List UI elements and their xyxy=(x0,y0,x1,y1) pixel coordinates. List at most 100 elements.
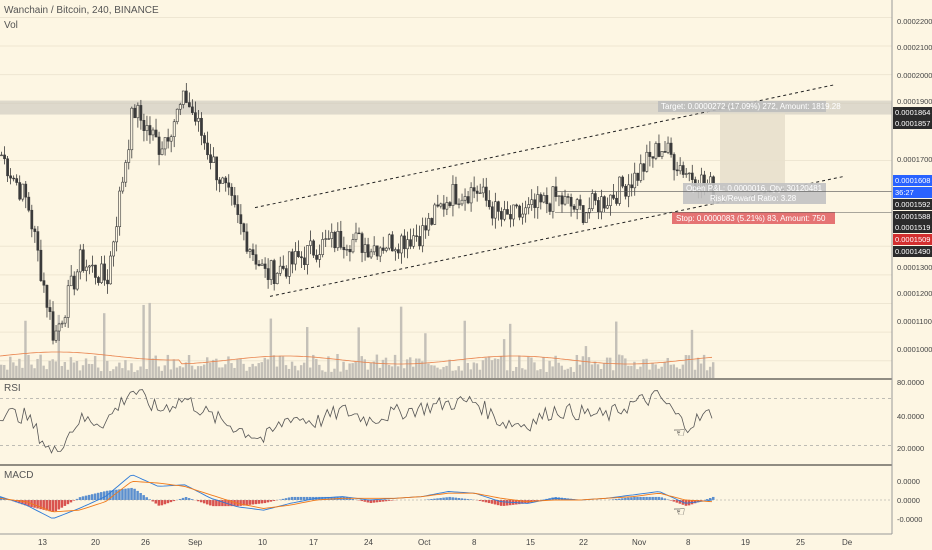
volume-bar xyxy=(551,366,554,378)
candle xyxy=(372,236,376,256)
candle-body xyxy=(57,323,61,332)
volume-bar xyxy=(254,366,257,378)
candle xyxy=(57,322,61,341)
candle-body xyxy=(345,249,349,251)
volume-bar xyxy=(484,357,488,378)
candle-body xyxy=(536,194,540,208)
volume-bar xyxy=(121,368,124,378)
candle xyxy=(478,183,482,194)
macd-hist-bar xyxy=(160,500,164,506)
volume-bar xyxy=(269,318,273,378)
candle-body xyxy=(433,204,437,225)
candle-body xyxy=(236,204,240,215)
volume-bar xyxy=(236,359,239,378)
candle xyxy=(451,175,455,217)
macd-hist-bar xyxy=(454,497,457,500)
candle-body xyxy=(403,235,406,250)
macd-hist-bar xyxy=(487,500,491,504)
rsi-axis-label: 80.0000 xyxy=(897,378,924,387)
candle xyxy=(254,244,258,270)
candle-body xyxy=(84,266,88,271)
candle-body xyxy=(660,151,664,157)
volume-bar xyxy=(321,370,324,378)
macd-hist-bar xyxy=(109,490,112,500)
candle-body xyxy=(342,247,346,251)
volume-bar xyxy=(512,370,515,378)
candle xyxy=(248,247,252,259)
volume-bar xyxy=(699,363,703,378)
candle-body xyxy=(166,137,170,142)
volume-bar xyxy=(309,367,312,378)
macd-hist-bar xyxy=(618,498,621,500)
candle xyxy=(142,113,146,142)
candle xyxy=(245,223,249,254)
volume-bar xyxy=(409,357,412,378)
pointer-hand-icon: ☜ xyxy=(673,424,686,440)
macd-hist-bar xyxy=(148,499,151,500)
candle xyxy=(627,174,631,208)
candle-body xyxy=(375,245,379,257)
price-tag-label: 0.0001588 xyxy=(895,212,930,221)
candle xyxy=(284,265,288,279)
candle xyxy=(566,193,570,204)
volume-bar xyxy=(172,359,176,378)
candle-body xyxy=(645,151,649,172)
volume-bar xyxy=(475,363,479,378)
macd-hist-bar xyxy=(321,496,324,500)
volume-bar xyxy=(206,357,209,378)
candle xyxy=(490,201,494,226)
candle xyxy=(615,191,618,206)
candle xyxy=(309,230,312,255)
macd-hist-bar xyxy=(51,500,55,512)
macd-hist-bar xyxy=(221,500,224,507)
candle xyxy=(545,187,549,214)
candle-body xyxy=(145,125,149,131)
macd-hist-bar xyxy=(136,490,139,500)
candle-body xyxy=(36,231,40,251)
macd-hist-bar xyxy=(442,497,445,500)
volume-bar xyxy=(84,358,88,378)
candle-body xyxy=(381,247,385,251)
macd-hist-bar xyxy=(239,500,242,506)
macd-hist-bar xyxy=(615,499,618,500)
volume-bar xyxy=(454,370,457,378)
volume-bar xyxy=(175,367,179,378)
volume-bar xyxy=(69,357,73,378)
candle-body xyxy=(287,251,291,277)
macd-hist-bar xyxy=(381,500,385,502)
candle xyxy=(233,186,237,208)
volume-bar xyxy=(193,369,197,378)
candle-body xyxy=(78,249,82,273)
candle xyxy=(406,231,409,259)
volume-bar xyxy=(360,356,363,378)
candle-body xyxy=(0,154,3,157)
volume-bar xyxy=(460,370,463,378)
candle-body xyxy=(424,225,428,231)
candle xyxy=(175,108,179,125)
price-tag-bg xyxy=(893,187,932,198)
price-tag-label: 0.0001608 xyxy=(895,176,930,185)
candle xyxy=(215,156,218,191)
macd-hist-bar xyxy=(660,497,663,500)
macd-hist-bar xyxy=(18,500,21,504)
candle-body xyxy=(27,196,31,211)
macd-hist-bar xyxy=(351,498,354,500)
volume-bar xyxy=(433,365,436,378)
candle xyxy=(345,244,349,256)
macd-hist-bar xyxy=(206,500,209,505)
candle xyxy=(360,231,364,263)
candle-body xyxy=(518,205,521,218)
volume-bar xyxy=(624,358,627,378)
volume-bar xyxy=(515,366,518,378)
candle-body xyxy=(48,307,52,312)
candle xyxy=(251,243,255,261)
candle-body xyxy=(672,154,676,171)
candle xyxy=(197,110,200,132)
macd-hist-bar xyxy=(360,500,364,502)
macd-hist-bar xyxy=(366,500,370,503)
volume-bar xyxy=(345,369,348,378)
candle-body xyxy=(239,214,243,225)
candle xyxy=(387,233,391,251)
